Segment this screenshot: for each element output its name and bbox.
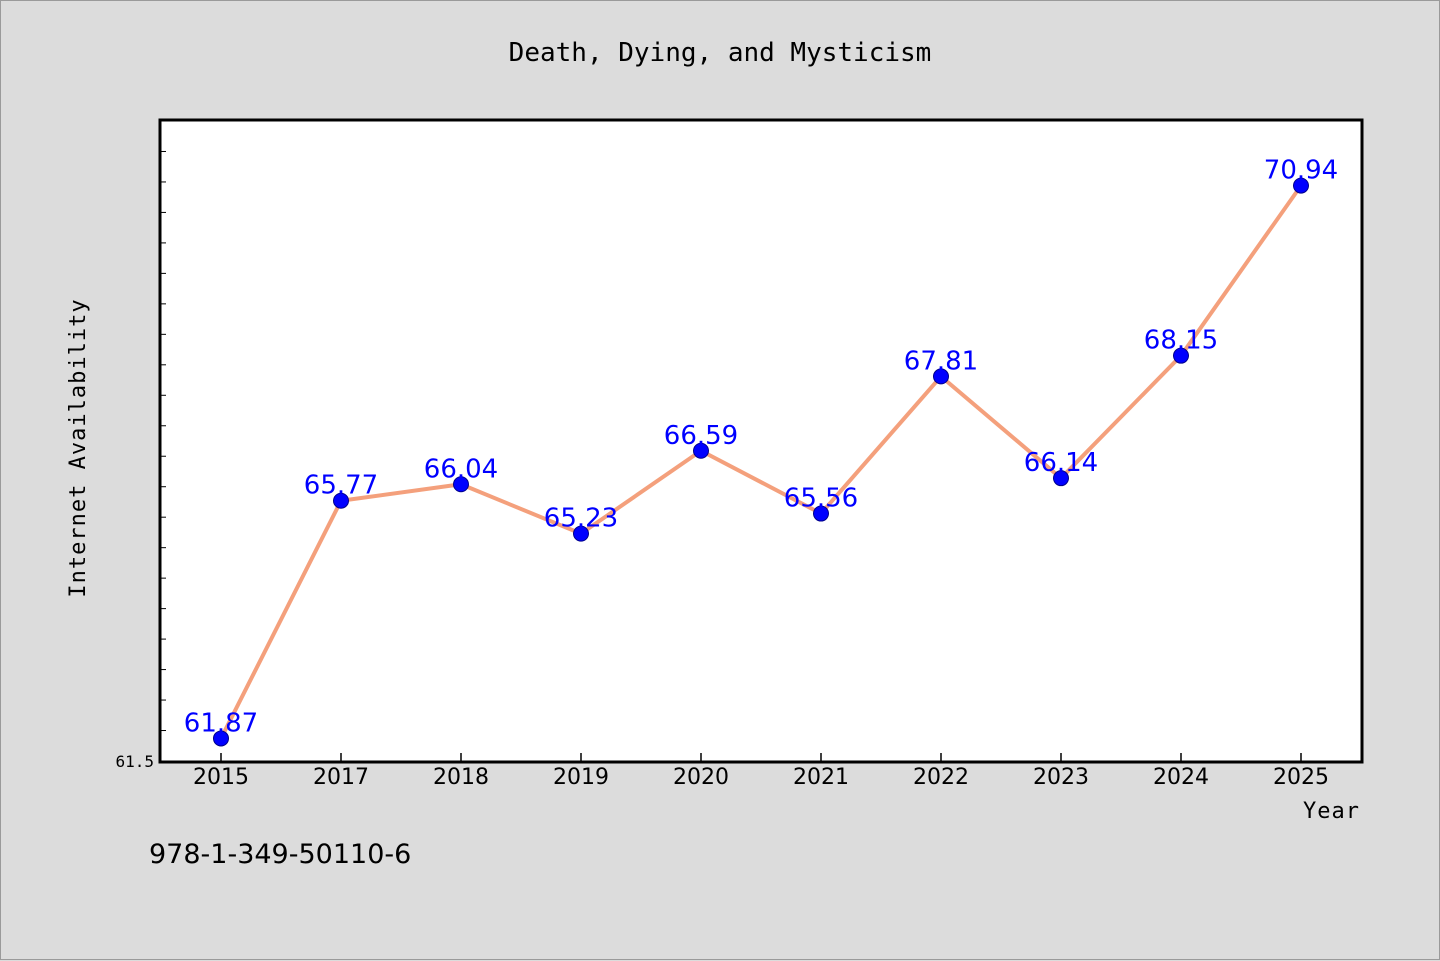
data-point-marker bbox=[933, 368, 949, 385]
x-tick-label: 2021 bbox=[793, 765, 849, 790]
x-tick-labels: 2015 2017 2018 2019 2020 2021 2022 2023 2024 2025 bbox=[193, 765, 1329, 790]
y-axis-ticks bbox=[161, 120, 166, 762]
data-label: 67.81 bbox=[904, 346, 978, 376]
data-point-marker bbox=[1173, 347, 1189, 364]
x-tick-label: 2018 bbox=[433, 765, 489, 790]
data-point-marker bbox=[213, 730, 229, 747]
data-label: 66.59 bbox=[664, 421, 738, 451]
x-tick-label: 2025 bbox=[1273, 765, 1329, 790]
x-tick-label: 2022 bbox=[913, 765, 969, 790]
data-point-marker bbox=[453, 476, 469, 493]
data-point-marker bbox=[1293, 177, 1309, 194]
chart-title: Death, Dying, and Mysticism bbox=[509, 38, 932, 68]
data-point-marker bbox=[1053, 470, 1069, 487]
y-axis-label: Internet Availability bbox=[66, 298, 91, 597]
x-axis-label: Year bbox=[1303, 799, 1360, 824]
data-point-marker bbox=[693, 442, 709, 459]
series-data-labels: 61.87 65.77 66.04 65.23 66.59 65.56 67.81 66.14… bbox=[184, 156, 1338, 739]
x-tick-label: 2023 bbox=[1033, 765, 1089, 790]
plot-area bbox=[158, 118, 1364, 764]
data-label: 66.04 bbox=[424, 454, 498, 484]
data-label: 66.14 bbox=[1024, 448, 1098, 478]
y-axis-min-label: 61.5 bbox=[115, 752, 154, 771]
data-point-marker bbox=[813, 505, 829, 522]
series-markers bbox=[213, 177, 1309, 747]
x-tick-label: 2019 bbox=[553, 765, 609, 790]
data-point-marker bbox=[573, 525, 589, 542]
x-tick-label: 2024 bbox=[1153, 765, 1209, 790]
data-label: 65.56 bbox=[784, 484, 858, 514]
series-line bbox=[219, 184, 1303, 740]
data-label: 65.23 bbox=[544, 504, 618, 534]
x-tick-label: 2020 bbox=[673, 765, 729, 790]
x-axis-ticks bbox=[220, 753, 1302, 761]
x-tick-label: 2017 bbox=[313, 765, 369, 790]
data-label: 68.15 bbox=[1144, 326, 1218, 356]
x-tick-label: 2015 bbox=[193, 765, 249, 790]
data-label: 65.77 bbox=[304, 471, 378, 501]
data-label: 61.87 bbox=[184, 708, 258, 738]
data-point-marker bbox=[333, 492, 349, 509]
data-label: 70.94 bbox=[1264, 156, 1338, 186]
isbn-text: 978-1-349-50110-6 bbox=[149, 839, 411, 870]
